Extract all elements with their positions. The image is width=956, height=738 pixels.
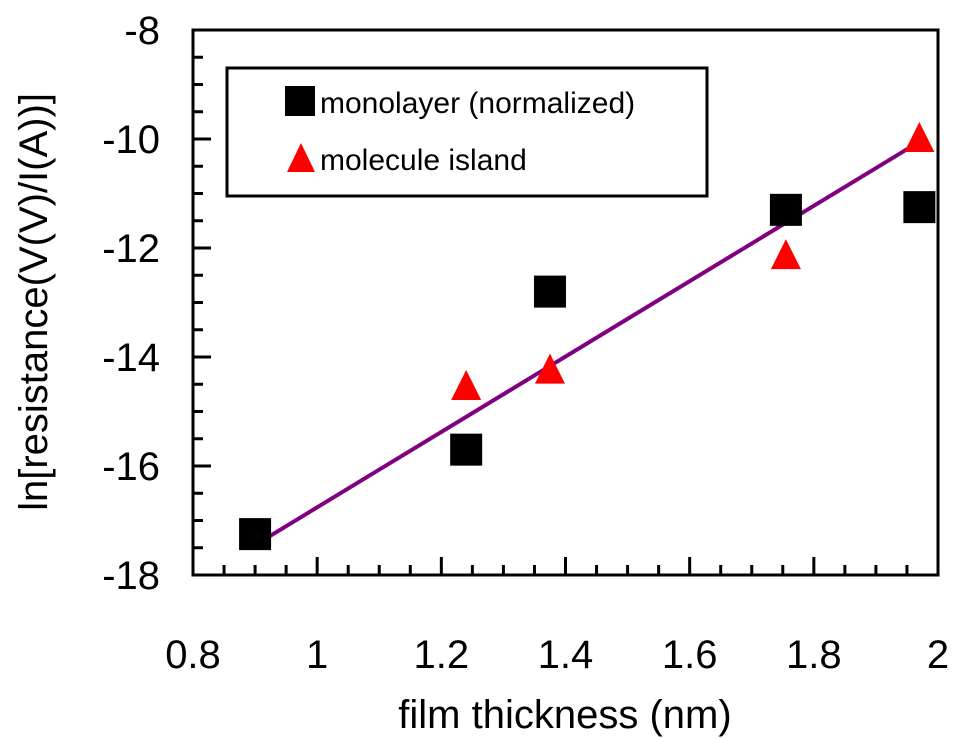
y-tick-label: -16 (102, 445, 160, 489)
legend: monolayer (normalized) molecule island (225, 66, 709, 198)
y-tick-label: -10 (102, 118, 160, 162)
monolayer-point (903, 191, 936, 224)
y-tick-label: -12 (102, 227, 160, 271)
monolayer-point (450, 433, 483, 466)
legend-triangle-marker (287, 143, 315, 172)
molecule-island-point (534, 353, 565, 384)
legend-square-marker (285, 86, 315, 116)
monolayer-point (769, 193, 802, 226)
y-tick-label: -18 (102, 554, 160, 598)
y-axis-tick-labels: -18 -16 -14 -12 -10 -8 (102, 9, 160, 598)
legend-label-monolayer: monolayer (normalized) (320, 87, 635, 120)
x-tick-label: 1.4 (538, 633, 594, 677)
molecule-island-point (904, 122, 935, 152)
x-tick-label: 0.8 (165, 633, 221, 677)
y-axis-title: ln[resistance(V(V)/I(A))] (12, 93, 56, 511)
y-axis-ticks (193, 28, 211, 577)
x-tick-label: 1.8 (786, 633, 842, 677)
y-tick-label: -8 (124, 9, 160, 53)
x-axis-ticks (191, 557, 940, 575)
x-axis-tick-labels: 0.8 1 1.2 1.4 1.6 1.8 2 (165, 633, 949, 677)
x-axis-title: film thickness (nm) (398, 693, 731, 737)
monolayer-point (239, 518, 272, 551)
molecule-island-point (451, 369, 482, 400)
fit-line (254, 140, 921, 547)
y-tick-label: -14 (102, 336, 160, 380)
x-tick-label: 1.2 (414, 633, 470, 677)
monolayer-point (533, 275, 566, 308)
data-points (239, 122, 936, 551)
x-tick-label: 2 (927, 633, 949, 677)
molecule-island-point (770, 239, 801, 270)
x-tick-label: 1 (306, 633, 328, 677)
legend-label-molecule-island: molecule island (320, 144, 527, 177)
x-tick-label: 1.6 (662, 633, 718, 677)
